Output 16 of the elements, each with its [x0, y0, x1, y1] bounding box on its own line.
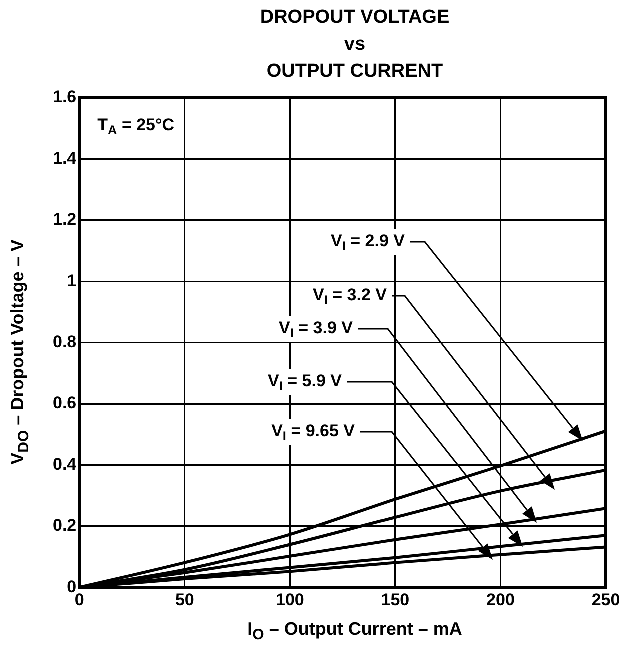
y-tick-label: 0.4	[52, 454, 78, 474]
y-tick-label: 1.4	[52, 148, 78, 168]
y-tick-label: 1.6	[52, 88, 77, 107]
x-tick-label: 100	[276, 590, 304, 610]
x-axis-title: I$_{O}$ – Output Current – mA	[246, 619, 464, 644]
y-tick-label: 0.6	[52, 394, 77, 413]
x-tick-label: 50	[175, 590, 194, 610]
x-tick-label: 200	[486, 590, 515, 610]
chart-title: DROPOUT VOLTAGE vs OUTPUT CURRENT	[259, 6, 451, 84]
x-tick-label: 150	[381, 590, 410, 610]
y-tick-label: 0	[67, 577, 77, 596]
x-tick-label: 250	[592, 590, 620, 610]
y-tick-label: 1.2	[52, 210, 77, 230]
y-tick-label: 1	[67, 271, 77, 290]
y-tick-label: 0.8	[52, 332, 77, 352]
y-tick-label: 0.2	[52, 516, 77, 536]
